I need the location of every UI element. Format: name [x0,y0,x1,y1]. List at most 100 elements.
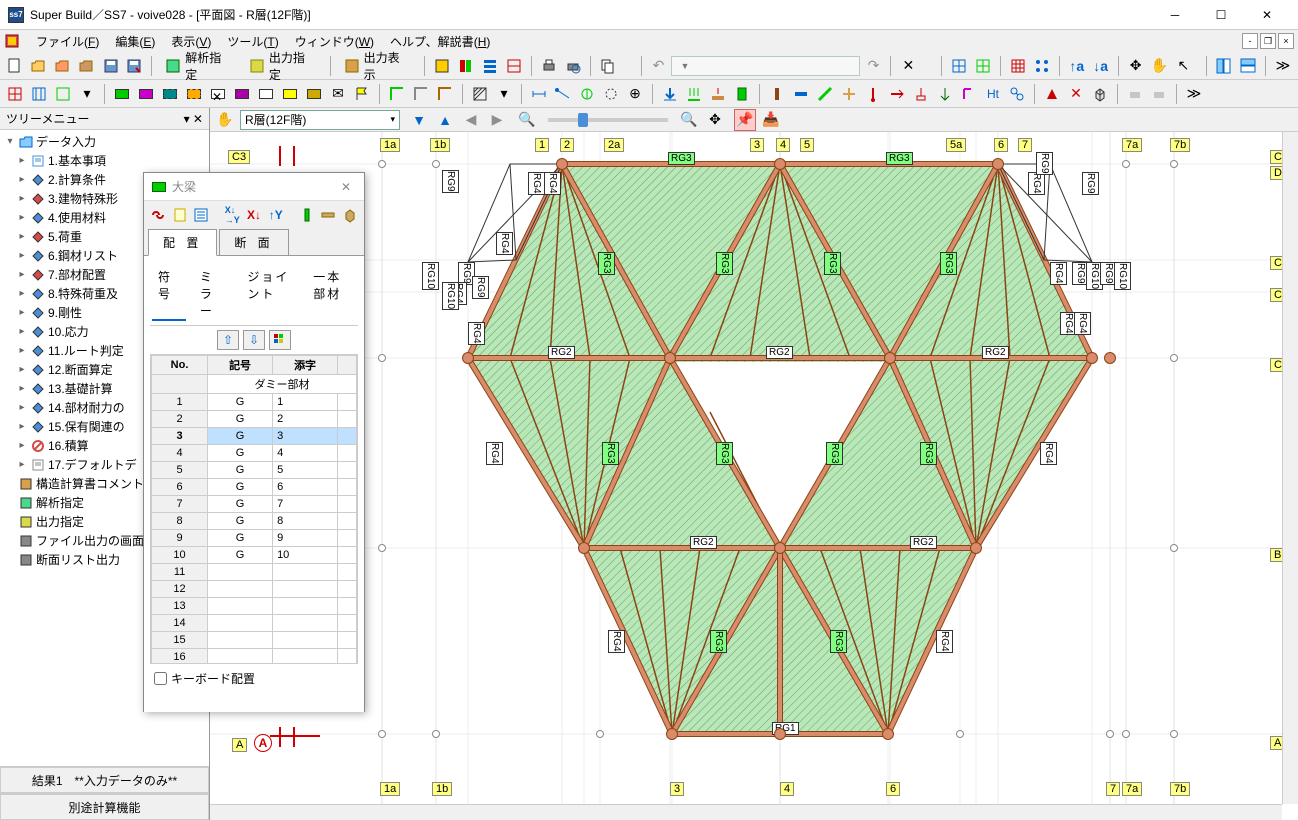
3d-icon[interactable] [1089,83,1111,105]
subtab-joint[interactable]: ジョイント [241,266,299,321]
sec6-icon[interactable] [886,83,908,105]
table-header-cell[interactable]: 添字 [273,356,338,375]
col-orange-icon[interactable] [183,83,205,105]
table-header-cell[interactable]: No. [152,356,208,375]
filter-up-icon[interactable]: ▲ [434,109,456,131]
structure-node[interactable] [992,158,1004,170]
more-icon[interactable]: ≫ [1272,55,1294,77]
structure-node[interactable] [1104,352,1116,364]
table-header-cell[interactable] [338,356,357,375]
beam-table[interactable]: No.記号添字 ダミー部材1G12G23G34G45G56G67G78G89G9… [151,355,357,664]
mdi-restore[interactable]: ❐ [1260,33,1276,49]
extra-calc-button[interactable]: 別途計算機能 [0,794,209,820]
table-row[interactable]: 7G7 [152,496,357,513]
frame2-icon[interactable] [28,83,50,105]
load1-icon[interactable] [659,83,681,105]
table-row[interactable]: 1G1 [152,394,357,411]
table-row[interactable]: 2G2 [152,411,357,428]
dim3-icon[interactable] [576,83,598,105]
dim4-icon[interactable] [600,83,622,105]
col-env-icon[interactable]: ✉ [327,83,349,105]
grid2-icon[interactable] [972,55,994,77]
grid3-icon[interactable] [1007,55,1029,77]
cross-icon[interactable]: ✕ [1065,83,1087,105]
subtab-mirror[interactable]: ミラー [194,266,234,321]
subtab-code[interactable]: 符 号 [152,266,186,321]
sec8-icon[interactable] [934,83,956,105]
frame3-icon[interactable] [52,83,74,105]
table-row[interactable]: 13 [152,598,357,615]
sort-up-icon[interactable]: ⇧ [217,330,239,350]
sec5-icon[interactable] [862,83,884,105]
pan-icon[interactable]: ✋ [214,109,236,131]
col-magenta-icon[interactable] [135,83,157,105]
output-display-button[interactable]: 出力表示 [337,55,419,77]
print2-icon[interactable] [1124,83,1146,105]
new-icon[interactable] [4,55,26,77]
col-teal-icon[interactable] [159,83,181,105]
layer-combo[interactable]: R層(12F階)▾ [240,110,400,130]
corner1-icon[interactable] [386,83,408,105]
col-x-icon[interactable]: ✕ [207,83,229,105]
table-row[interactable]: 8G8 [152,513,357,530]
keyboard-checkbox[interactable] [154,672,167,685]
down-icon[interactable]: ↓a [1090,55,1112,77]
frame1-icon[interactable] [4,83,26,105]
pin-icon[interactable]: 📌 [734,109,756,131]
analysis-settings-button[interactable]: 解析指定 [158,55,240,77]
sec4-icon[interactable] [838,83,860,105]
open3-icon[interactable] [76,55,98,77]
save-icon[interactable] [100,55,122,77]
structure-node[interactable] [774,728,786,740]
drawing-canvas[interactable]: C31a1b122a3455a677a7b1a1b34677a7bC3DC2C1… [210,132,1298,820]
minimize-button[interactable]: ─ [1152,0,1198,30]
structure-node[interactable] [1086,352,1098,364]
structure-node[interactable] [556,158,568,170]
structure-node[interactable] [462,352,474,364]
move-icon[interactable]: ✥ [1125,55,1147,77]
table-row[interactable]: 11 [152,564,357,581]
sec10-icon[interactable]: Ht [982,83,1004,105]
sec11-icon[interactable] [1006,83,1028,105]
tree-item[interactable]: ▸1.基本事項 [2,151,207,170]
tb-c-icon[interactable] [479,55,501,77]
mdi-close[interactable]: × [1278,33,1294,49]
col-green-icon[interactable] [111,83,133,105]
delete-icon[interactable]: ✕ [897,55,919,77]
horizontal-scrollbar[interactable] [210,804,1282,820]
dlg-y-icon[interactable]: ↑Y [266,204,286,226]
hand-icon[interactable]: ✋ [1149,55,1171,77]
fit-icon[interactable]: ✥ [704,109,726,131]
win2-icon[interactable] [1237,55,1259,77]
load3-icon[interactable] [707,83,729,105]
structure-node[interactable] [970,542,982,554]
sort-down-icon[interactable]: ⇩ [243,330,265,350]
structure-node[interactable] [882,728,894,740]
table-row[interactable]: 15 [152,632,357,649]
open-icon[interactable] [28,55,50,77]
print-preview-icon[interactable] [562,55,584,77]
tri-icon[interactable] [1041,83,1063,105]
dlg-3d-icon[interactable] [340,204,360,226]
tab-section[interactable]: 断 面 [219,229,288,255]
tree-dropdown-icon[interactable]: ▾ ✕ [184,112,203,126]
dlg-xy-icon[interactable]: X↓→Y [222,204,242,226]
up-icon[interactable]: ↑a [1066,55,1088,77]
dim5-icon[interactable]: ⊕ [624,83,646,105]
table-row[interactable]: 16 [152,649,357,665]
hatch-dd-icon[interactable]: ▾ [493,83,515,105]
subtab-single[interactable]: 一本部材 [307,266,356,321]
dim1-icon[interactable] [528,83,550,105]
maximize-button[interactable]: ☐ [1198,0,1244,30]
sec3-icon[interactable] [814,83,836,105]
menu-item[interactable]: 編集(E) [107,31,163,52]
win1-icon[interactable] [1213,55,1235,77]
hatch-icon[interactable] [469,83,491,105]
cursor-icon[interactable]: ↖ [1172,55,1194,77]
structure-node[interactable] [774,542,786,554]
sort-color-icon[interactable] [269,330,291,350]
redo-icon[interactable]: ↷ [862,55,884,77]
tb-b-icon[interactable] [455,55,477,77]
table-row[interactable]: 12 [152,581,357,598]
dummy-row[interactable]: ダミー部材 [208,375,357,394]
